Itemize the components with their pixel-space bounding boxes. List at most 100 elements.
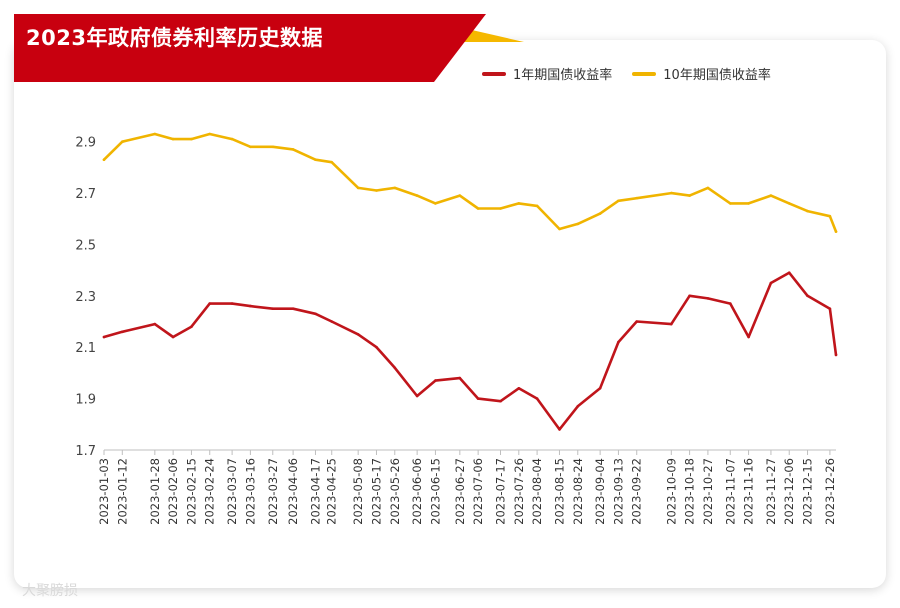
data-point <box>499 207 502 210</box>
legend-item-10y: 10年期国债收益率 <box>632 64 771 83</box>
data-point <box>576 405 580 408</box>
data-point <box>153 132 157 136</box>
data-point <box>190 137 193 141</box>
legend-swatch-1y <box>482 71 506 76</box>
data-point <box>271 307 275 311</box>
data-point <box>747 335 750 339</box>
data-point <box>476 397 480 400</box>
data-point <box>834 353 838 357</box>
data-point <box>314 312 317 316</box>
data-point <box>415 394 419 398</box>
data-point <box>729 202 732 205</box>
x-tick-label: 2023-08-04 <box>530 458 544 525</box>
x-tick-label: 2023-01-28 <box>148 458 162 525</box>
y-tick-label: 1.9 <box>75 393 96 408</box>
y-tick-label: 1.7 <box>75 444 96 459</box>
data-point <box>291 307 295 311</box>
data-point <box>102 335 106 339</box>
x-tick-label: 2023-10-09 <box>664 458 678 525</box>
x-tick-label: 2023-05-26 <box>388 458 402 525</box>
x-tick-label: 2023-09-13 <box>611 458 625 525</box>
data-point <box>517 202 521 205</box>
x-tick-label: 2023-03-16 <box>243 458 257 525</box>
data-point <box>535 204 539 208</box>
data-point <box>375 189 378 192</box>
data-point <box>375 345 378 349</box>
data-point <box>769 194 773 197</box>
x-tick-label: 2023-12-26 <box>823 458 837 525</box>
data-point <box>688 294 691 298</box>
data-point <box>670 322 673 326</box>
data-point <box>271 145 275 149</box>
data-point <box>558 227 561 231</box>
data-point <box>330 320 334 323</box>
data-point <box>828 307 832 311</box>
x-tick-label: 2023-01-12 <box>115 458 129 525</box>
y-tick-label: 2.5 <box>75 238 96 253</box>
data-point <box>635 320 638 323</box>
series-line-1y <box>102 271 838 431</box>
x-tick-label: 2023-06-27 <box>453 458 467 525</box>
x-tick-label: 2023-04-25 <box>325 458 339 525</box>
data-point <box>617 199 620 203</box>
data-point <box>208 302 211 305</box>
watermark-text: 大聚膀损 <box>22 583 78 599</box>
data-point <box>747 202 750 205</box>
chart-card <box>14 40 886 588</box>
x-tick-label: 2023-05-08 <box>351 458 365 525</box>
data-point <box>598 212 602 215</box>
legend-item-1y: 1年期国债收益率 <box>482 64 612 83</box>
data-point <box>706 297 710 300</box>
data-point <box>688 194 691 197</box>
y-tick-label: 2.7 <box>75 187 96 202</box>
title-banner <box>14 14 524 82</box>
x-tick-label: 2023-04-06 <box>286 458 300 525</box>
data-point <box>729 302 732 305</box>
data-point <box>558 428 561 431</box>
data-point <box>415 194 419 197</box>
data-point <box>249 304 252 308</box>
data-point <box>208 132 211 136</box>
data-point <box>393 186 397 190</box>
x-tick-label: 2023-02-15 <box>184 458 198 525</box>
data-point <box>706 186 710 190</box>
data-point <box>314 158 317 161</box>
data-point <box>171 137 175 141</box>
data-point <box>291 148 295 151</box>
x-tick-label: 2023-03-07 <box>225 458 239 525</box>
data-point <box>171 335 175 339</box>
x-tick-label: 2023-06-06 <box>410 458 424 525</box>
data-point <box>769 281 773 285</box>
y-tick-label: 2.1 <box>75 341 96 356</box>
x-tick-label: 2023-12-06 <box>782 458 796 525</box>
data-point <box>617 340 620 344</box>
legend-swatch-10y <box>632 71 657 76</box>
x-tick-label: 2023-07-06 <box>471 458 485 525</box>
chart-title: 2023年政府债券利率历史数据 <box>26 26 323 50</box>
data-point <box>434 379 437 382</box>
series-line-10y <box>102 132 838 233</box>
y-tick-label: 2.3 <box>75 290 96 305</box>
x-tick-label: 2023-10-18 <box>683 458 697 525</box>
x-tick-label: 2023-11-16 <box>742 458 756 525</box>
data-point <box>190 325 193 329</box>
data-point <box>806 294 809 298</box>
x-tick-label: 2023-12-15 <box>801 458 815 525</box>
data-point <box>806 209 809 213</box>
x-tick-label: 2023-06-15 <box>428 458 442 525</box>
x-tick-label: 2023-02-06 <box>166 458 180 525</box>
data-point <box>598 387 602 390</box>
data-point <box>576 222 580 226</box>
data-point <box>499 399 502 403</box>
x-tick-label: 2023-04-17 <box>308 458 322 525</box>
data-point <box>535 397 539 400</box>
data-point <box>121 140 124 143</box>
legend-label-1y: 1年期国债收益率 <box>513 68 613 83</box>
data-point <box>330 160 334 164</box>
data-point <box>121 330 124 334</box>
x-tick-label: 2023-01-03 <box>97 458 111 525</box>
data-point <box>393 366 397 370</box>
data-point <box>434 202 437 205</box>
data-point <box>458 194 462 197</box>
data-point <box>230 302 234 305</box>
